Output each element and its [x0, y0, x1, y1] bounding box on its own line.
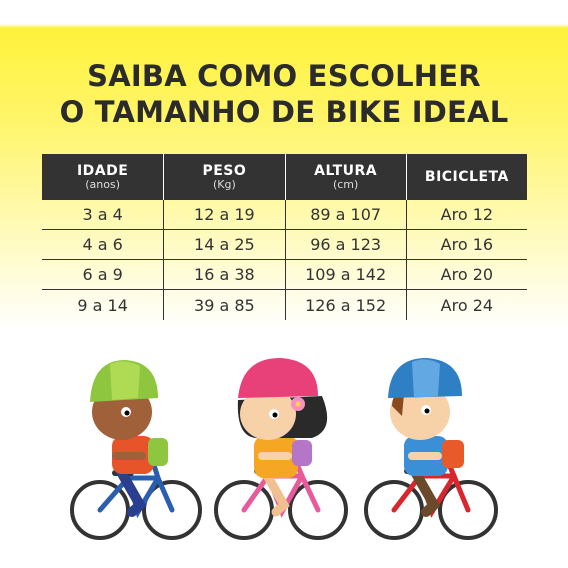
header-unit: (cm) — [332, 178, 359, 191]
cell-altura: 126 a 152 — [284, 290, 406, 320]
header-label: ALTURA — [314, 163, 378, 179]
header-label: IDADE — [76, 163, 129, 179]
table-row: 4 a 6 14 a 25 96 a 123 Aro 16 — [42, 230, 527, 260]
title-line-2: O TAMANHO DE BIKE IDEAL — [59, 95, 509, 129]
cell-peso: 14 a 25 — [163, 230, 284, 259]
bike-frame — [97, 475, 175, 513]
table-row: 9 a 14 39 a 85 126 a 152 Aro 24 — [42, 290, 527, 320]
kid-legs — [259, 465, 290, 517]
kid-head — [390, 384, 450, 440]
header-bicicleta: BICICLETA — [405, 154, 527, 200]
cell-peso: 16 a 38 — [163, 260, 284, 289]
kid-arm — [408, 452, 442, 460]
cell-idade: 4 a 6 — [82, 235, 123, 254]
cell-bicicleta: Aro 12 — [405, 200, 527, 229]
table-row: 3 a 4 12 a 19 89 a 107 Aro 12 — [42, 200, 527, 230]
cell-altura: 109 a 142 — [284, 260, 406, 289]
cell-peso: 39 a 85 — [163, 290, 284, 320]
kids-on-bikes-illustration — [70, 358, 498, 540]
kid-legs — [409, 465, 441, 517]
cell-bicicleta: Aro 24 — [405, 290, 527, 320]
bike-wheel-front — [438, 480, 498, 540]
cell-altura: 96 a 123 — [284, 230, 406, 259]
kid-backpack — [292, 440, 312, 466]
kid-arm — [112, 452, 146, 460]
kid-green-helmet — [70, 360, 202, 540]
kid-blue-helmet — [364, 358, 498, 540]
header-altura: ALTURA (cm) — [284, 154, 406, 200]
kid-backpack — [148, 438, 168, 466]
kid-helmet-stripe — [110, 361, 140, 400]
header-label: PESO — [202, 163, 247, 179]
kid-helmet — [238, 358, 318, 398]
header-label: BICICLETA — [424, 169, 509, 185]
cell-bicicleta: Aro 16 — [405, 230, 527, 259]
header-unit: (Kg) — [212, 178, 236, 191]
kid-backpack — [442, 440, 464, 468]
cell-bicicleta: Aro 20 — [405, 260, 527, 289]
cell-peso: 12 a 19 — [163, 200, 284, 229]
kid-pupil — [272, 412, 278, 418]
page-title: SAIBA COMO ESCOLHER O TAMANHO DE BIKE ID… — [0, 58, 568, 130]
table-header: IDADE (anos) PESO (Kg) ALTURA (cm) BICIC… — [42, 154, 527, 200]
title-line-1: SAIBA COMO ESCOLHER — [87, 59, 481, 93]
kid-pupil — [424, 408, 430, 414]
bike-wheel-front — [142, 480, 202, 540]
bike-wheel-front — [288, 480, 348, 540]
cell-idade: 6 a 9 — [82, 265, 123, 284]
header-unit: (anos) — [85, 178, 120, 191]
table-row: 6 a 9 16 a 38 109 a 142 Aro 20 — [42, 260, 527, 290]
kid-head — [240, 388, 296, 440]
size-table: IDADE (anos) PESO (Kg) ALTURA (cm) BICIC… — [42, 154, 527, 320]
cell-idade: 9 a 14 — [77, 295, 128, 315]
header-peso: PESO (Kg) — [163, 154, 284, 200]
cell-idade: 3 a 4 — [82, 205, 123, 224]
kid-pink-helmet — [214, 358, 348, 540]
kid-helmet-stripe — [412, 359, 440, 398]
kid-arm — [258, 452, 292, 460]
kid-legs — [115, 465, 147, 517]
kid-hair — [392, 393, 404, 416]
kid-pupil — [124, 410, 130, 416]
flower-center — [295, 401, 301, 407]
header-idade: IDADE (anos) — [42, 154, 163, 200]
cell-altura: 89 a 107 — [284, 200, 406, 229]
